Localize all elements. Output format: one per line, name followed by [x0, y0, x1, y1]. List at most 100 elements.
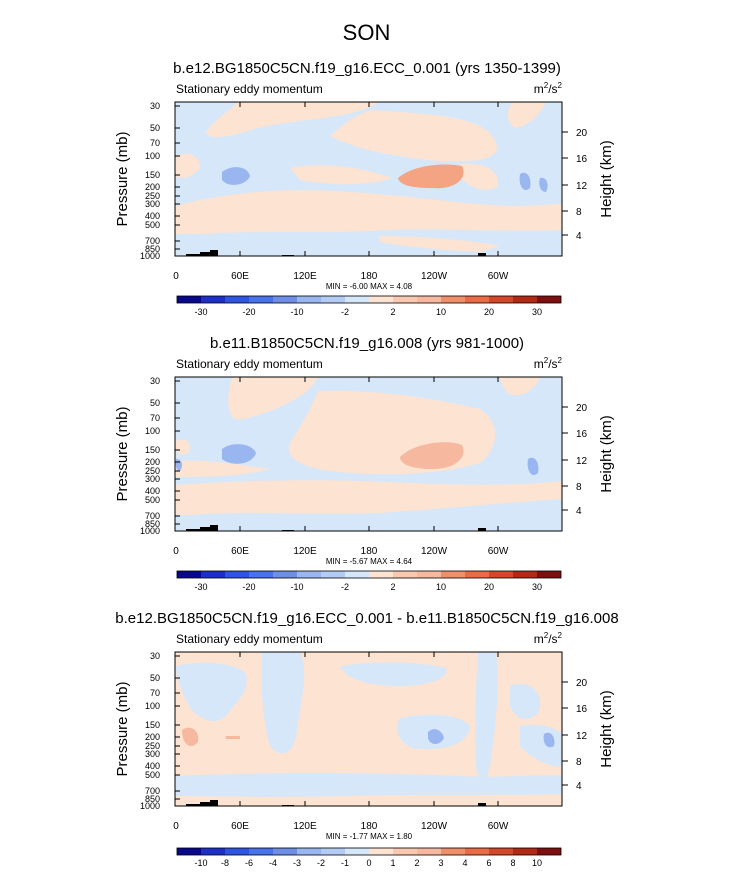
- colorbar-swatch: [249, 848, 273, 855]
- colorbar-swatch: [369, 571, 393, 578]
- colorbar-label: 2: [414, 858, 419, 868]
- colorbar-swatch: [369, 848, 393, 855]
- x-tick-label: 0: [173, 546, 179, 557]
- panel-3-svg: b.e12.BG1850C5CN.f19_g16.ECC_0.001 - b.e…: [114, 610, 619, 868]
- contour-negative-region: [222, 444, 256, 464]
- topography: [186, 800, 486, 806]
- colorbar-swatch: [369, 296, 393, 303]
- contour-negative-region: [475, 652, 498, 780]
- colorbar-swatch: [345, 848, 369, 855]
- y-tick-label: 500: [145, 220, 160, 230]
- y-tick-label: 700: [145, 236, 160, 246]
- panel-subtitle: Stationary eddy momentum: [176, 357, 323, 371]
- colorbar-swatch: [393, 848, 417, 855]
- x-tick-label: 0: [173, 821, 179, 832]
- y-tick-label: 700: [145, 511, 160, 521]
- y-axis-right-label: Height (km): [598, 415, 615, 493]
- contour-positive-region: [175, 189, 562, 234]
- colorbar-label: 20: [484, 582, 494, 591]
- y-axis-label: Pressure (mb): [114, 406, 131, 501]
- y-tick-label: 50: [150, 398, 160, 408]
- colorbar-label: 4: [462, 858, 467, 868]
- y-tick-label: 30: [150, 101, 160, 111]
- y-tick-label: 50: [150, 123, 160, 133]
- colorbar-swatch: [393, 571, 417, 578]
- colorbar-labels: -10 -8 -6 -4 -3 -2 -1 0 1 2 3 4 6 8 10: [194, 858, 542, 868]
- y-tick-label: 70: [150, 138, 160, 148]
- y-tick-label: 200: [145, 732, 160, 742]
- y-tick-label: 30: [150, 376, 160, 386]
- y-tick-label: 30: [150, 651, 160, 661]
- colorbar-swatch: [465, 848, 489, 855]
- x-tick-label: 180: [361, 546, 378, 557]
- colorbar: [176, 847, 562, 856]
- y-tick-label: 200: [145, 457, 160, 467]
- panel-subtitle: Stationary eddy momentum: [176, 82, 323, 96]
- contour-field: [175, 377, 562, 531]
- colorbar-label: -4: [269, 858, 277, 868]
- colorbar-swatch: [441, 296, 465, 303]
- contour-positive-region: [290, 165, 392, 185]
- colorbar-label: 20: [484, 307, 494, 316]
- colorbar-swatch: [177, 848, 201, 855]
- panel-title: b.e12.BG1850C5CN.f19_g16.ECC_0.001 (yrs …: [173, 60, 561, 77]
- colorbar-swatch: [297, 848, 321, 855]
- colorbar-label: 8: [510, 858, 515, 868]
- colorbar-swatch: [249, 571, 273, 578]
- y-tick-label: 100: [145, 151, 160, 161]
- colorbar-label: -6: [245, 858, 253, 868]
- contour-negative-region: [539, 177, 548, 192]
- colorbar-swatch: [201, 848, 225, 855]
- colorbar-label: -10: [194, 858, 207, 868]
- colorbar-label: -30: [194, 582, 207, 591]
- contour-positive-strong-region: [400, 442, 464, 469]
- colorbar-label: -2: [341, 307, 349, 316]
- colorbar-swatch: [321, 848, 345, 855]
- colorbar: [176, 570, 562, 579]
- colorbar-swatch: [417, 571, 441, 578]
- y-tick-label: 1000: [140, 526, 160, 536]
- y-tick-label: 500: [145, 770, 160, 780]
- contour-negative-strong-region: [428, 729, 444, 744]
- contour-negative-region: [222, 167, 250, 185]
- contour-negative-region: [519, 172, 531, 191]
- colorbar-swatch: [537, 848, 561, 855]
- colorbar-swatch: [201, 296, 225, 303]
- colorbar-labels: -30 -20 -10 -2 2 10 20 30: [194, 307, 542, 317]
- colorbar-label: -20: [242, 582, 255, 591]
- height-ticks: [562, 131, 568, 236]
- x-ticks: [239, 377, 499, 531]
- colorbar-swatch: [273, 848, 297, 855]
- y-tick-label: 200: [145, 182, 160, 192]
- y-tick-label: 500: [145, 495, 160, 505]
- contour-positive-region: [500, 377, 540, 396]
- contour-positive-strong-region: [226, 736, 240, 739]
- y-tick-label: 850: [145, 794, 160, 804]
- x-ticks: [239, 652, 499, 806]
- x-tick-label: 60W: [488, 271, 509, 282]
- height-tick-label: 20: [576, 403, 588, 414]
- colorbar-swatch: [489, 848, 513, 855]
- contour-positive-region: [175, 460, 270, 477]
- y-tick-label: 150: [145, 720, 160, 730]
- colorbar-label: -20: [242, 307, 255, 316]
- contour-positive-region: [507, 102, 546, 128]
- y-tick-label: 1000: [140, 801, 160, 811]
- contour-field: [175, 102, 562, 256]
- x-tick-label: 180: [361, 271, 378, 282]
- colorbar-label: 6: [486, 858, 491, 868]
- topography: [186, 250, 486, 256]
- contour-negative-region: [527, 457, 539, 476]
- height-tick-label: 16: [576, 429, 588, 440]
- y-tick-label: 850: [145, 519, 160, 529]
- height-axis: 20 16 12 8 4: [576, 128, 588, 242]
- contour-negative-region: [175, 773, 562, 797]
- colorbar: [176, 295, 562, 304]
- y-axis-right-label: Height (km): [598, 690, 615, 768]
- colorbar-swatch: [393, 296, 417, 303]
- x-axis: 0 60E 120E 180 120W 60W: [173, 546, 509, 557]
- contour-positive-region: [380, 236, 500, 252]
- colorbar-label: 1: [390, 858, 395, 868]
- y-tick-label: 850: [145, 244, 160, 254]
- topography: [186, 525, 486, 531]
